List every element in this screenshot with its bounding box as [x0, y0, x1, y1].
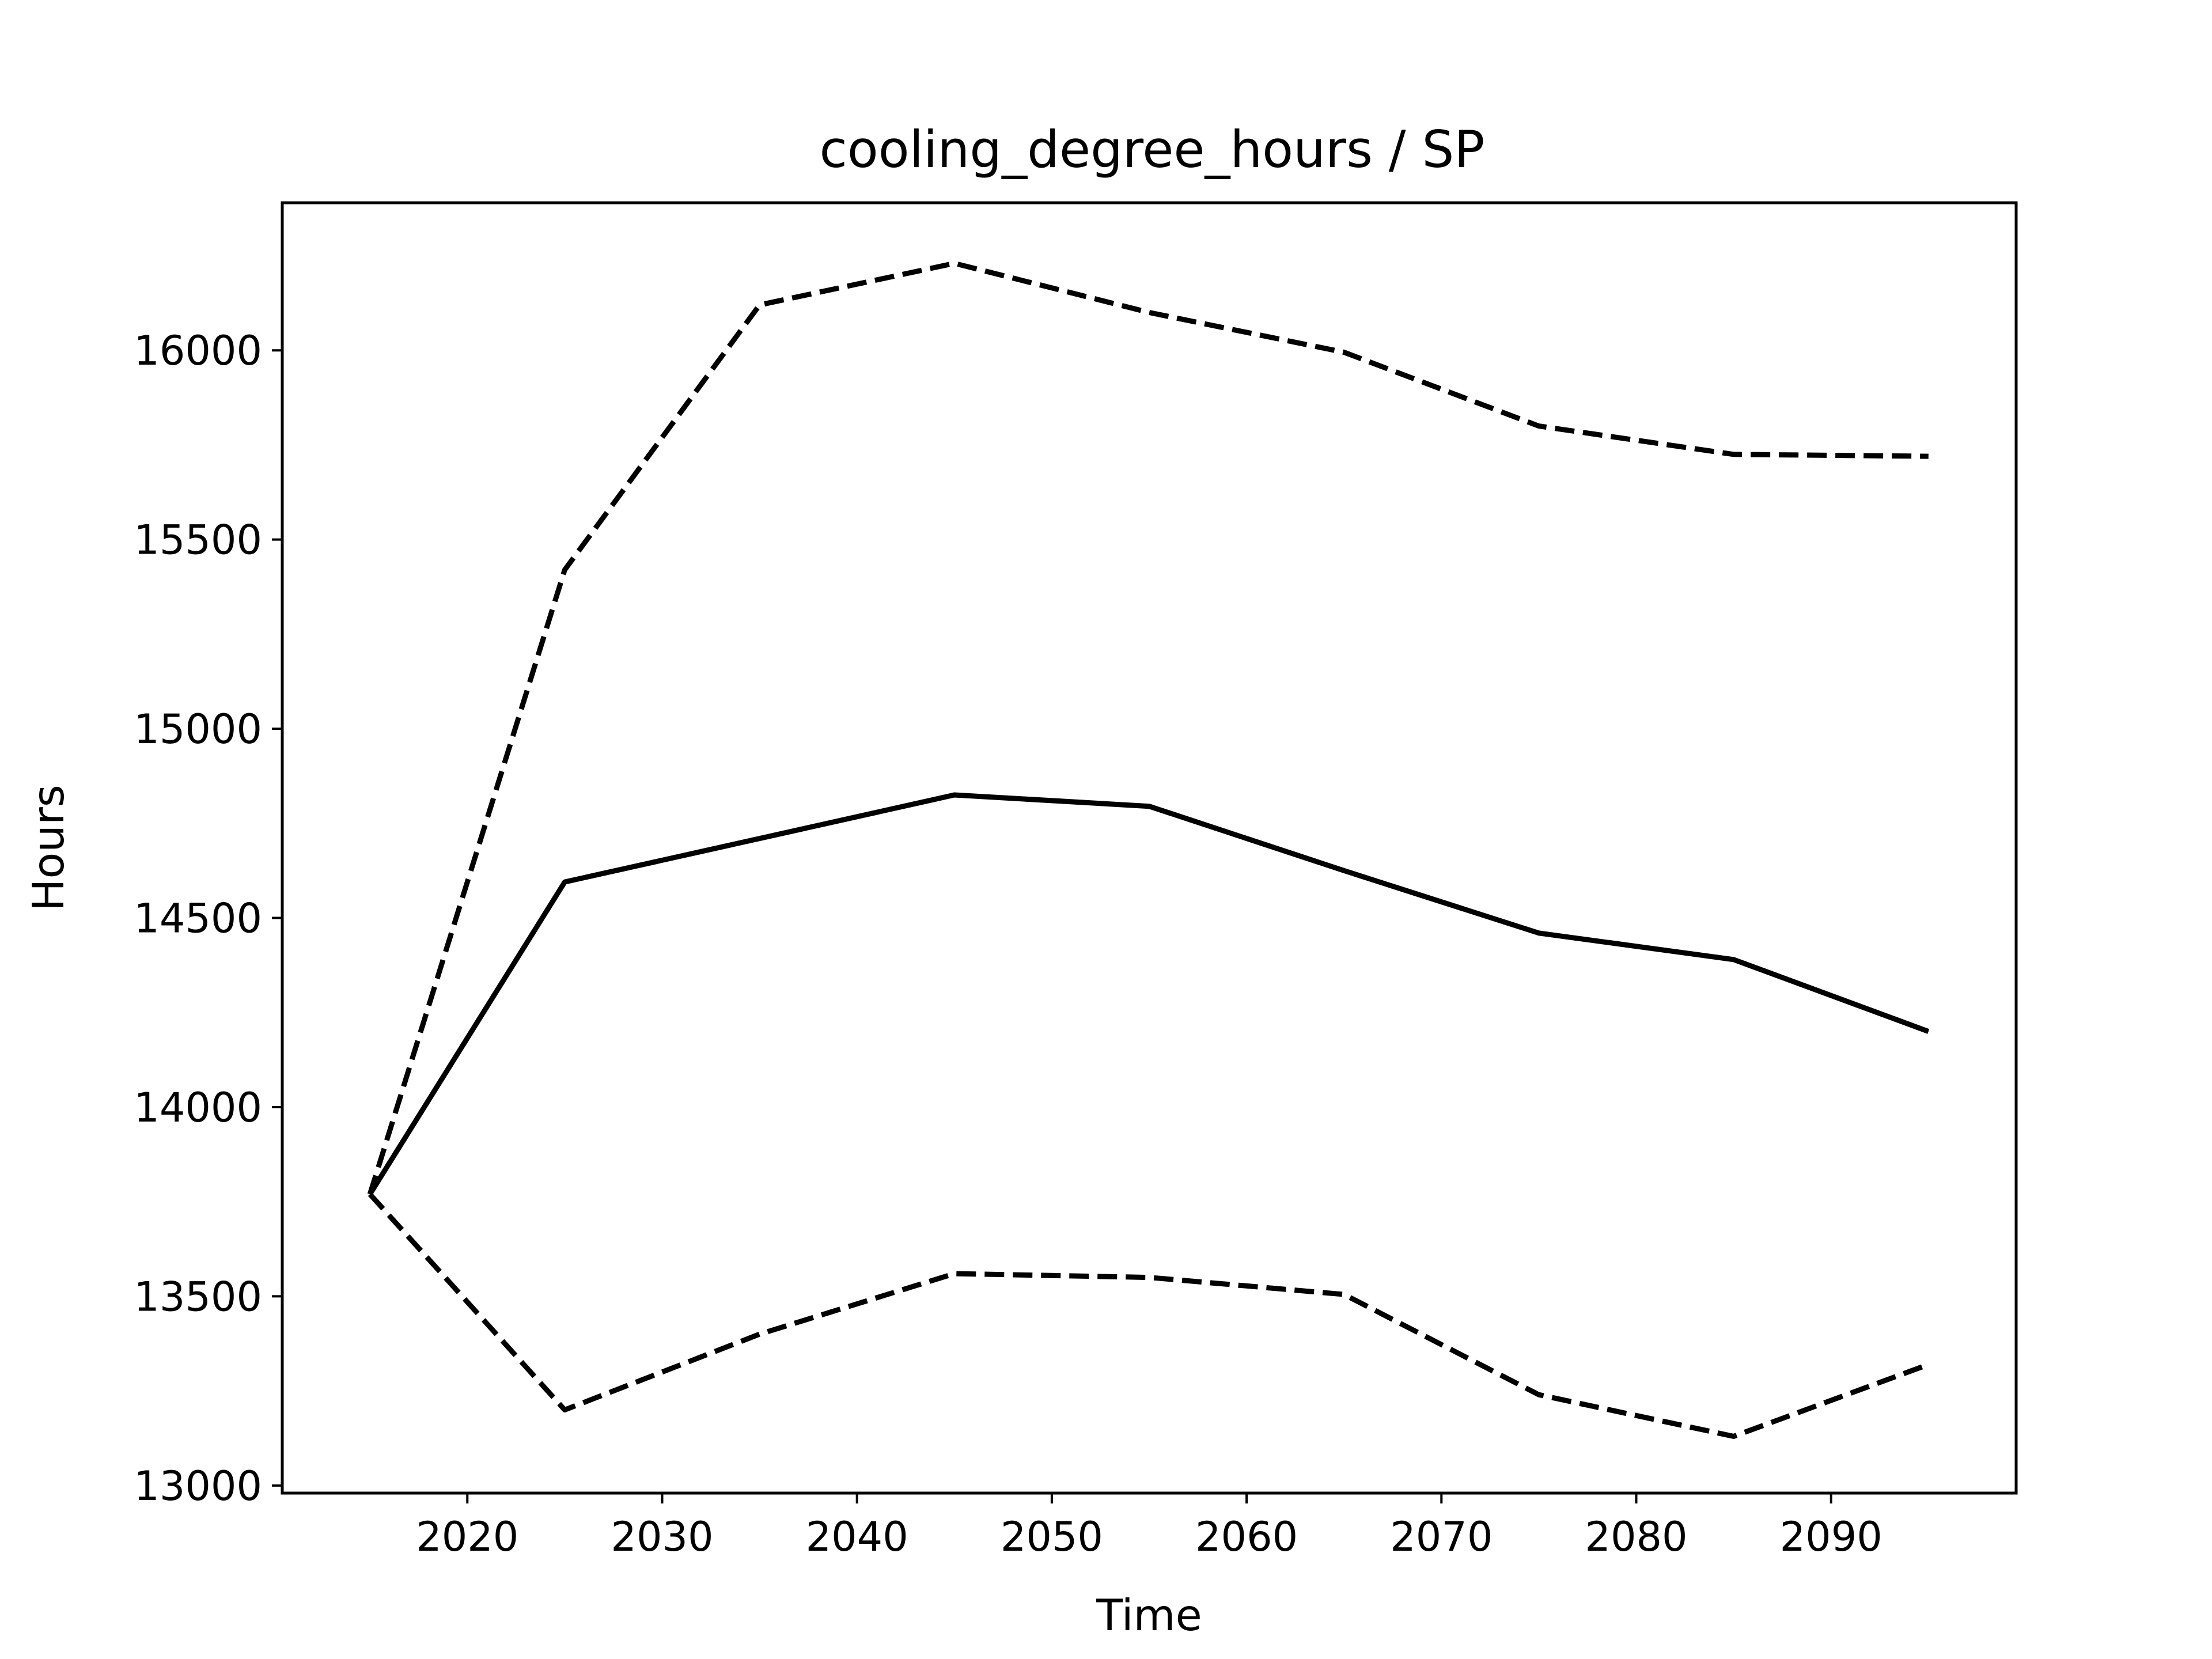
series-line-2-solid [368, 792, 1930, 1196]
series-line-1-dashed [367, 260, 1929, 1195]
plot-frame [281, 201, 2018, 1495]
series-line-3-dashed [368, 1192, 1930, 1439]
y-tick-label: 14000 [134, 1084, 262, 1131]
x-tick-label: 2020 [416, 1513, 518, 1560]
y-tick-label: 15000 [134, 706, 262, 753]
x-tick-label: 2050 [1001, 1513, 1103, 1560]
chart-title: cooling_degree_hours / SP [820, 120, 1485, 179]
y-tick-label: 13000 [134, 1463, 262, 1510]
series-layer [367, 260, 1930, 1439]
x-tick-label: 2090 [1780, 1513, 1883, 1560]
y-tick-label: 16000 [134, 327, 262, 374]
x-tick-label: 2040 [806, 1513, 908, 1560]
x-tick-label: 2070 [1390, 1513, 1493, 1560]
y-tick-label: 13500 [134, 1273, 262, 1320]
x-axis-label: Time [1096, 1590, 1202, 1641]
x-tick-label: 2030 [611, 1513, 713, 1560]
y-tick-label: 14500 [134, 895, 262, 942]
y-axis-label: Hours [23, 785, 74, 911]
x-tick-label: 2080 [1585, 1513, 1687, 1560]
y-tick-label: 15500 [134, 517, 262, 564]
y-axis: 13000 13500 14000 14500 15000 15500 16000 [134, 327, 282, 1510]
x-tick-label: 2060 [1195, 1513, 1298, 1560]
x-axis: 2020 2030 2040 2050 2060 2070 2080 2090 [416, 1493, 1883, 1560]
